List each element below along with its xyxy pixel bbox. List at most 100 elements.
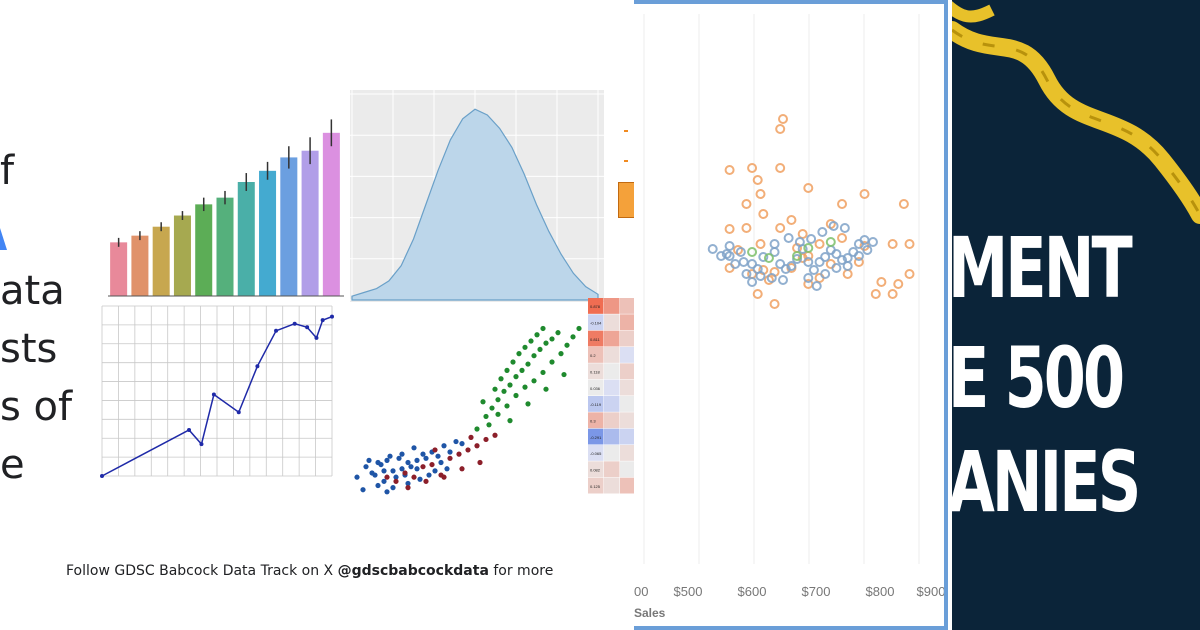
scatter-point [814, 257, 825, 267]
heatmap-cell [604, 396, 620, 412]
scatter-point [887, 289, 898, 299]
boxplot-whisker [624, 160, 628, 162]
scatter-point [477, 459, 483, 466]
scatter-point [417, 476, 423, 482]
scatter-point [426, 472, 432, 478]
scatter-point [399, 466, 405, 472]
scatter-point [747, 163, 758, 173]
line-point [187, 427, 192, 432]
heatmap-cell [588, 363, 604, 380]
scatter-point [555, 330, 561, 336]
x-tick-label: $700 [802, 584, 831, 599]
scatter-point [778, 114, 788, 124]
scatter-point [806, 234, 817, 244]
follow-caption: Follow GDSC Babcock Data Track on X @gds… [66, 563, 553, 579]
scatter-point [831, 249, 842, 259]
scatter-point [786, 215, 797, 225]
bar [216, 197, 234, 296]
heatmap-value: -0.119 [590, 402, 602, 407]
scatter-point [724, 224, 735, 234]
scatter-point [797, 229, 808, 239]
x-tick-label: $800 [866, 584, 895, 599]
scatter-point [507, 382, 513, 388]
bar [322, 132, 340, 296]
x-axis-label: Sales [634, 606, 666, 620]
scatter-point [747, 277, 758, 287]
heatmap-value: 0.2 [590, 353, 596, 358]
scatter-point [363, 464, 369, 470]
scatter-point [420, 451, 426, 457]
scatter-point [516, 351, 522, 357]
headline-fragment: ANIES [952, 433, 1141, 531]
sales-scatter-chart: 00 $500 $600 $700 $800 $900 Sales [634, 14, 944, 620]
scatter-point [402, 470, 408, 476]
scatter-point [867, 237, 878, 247]
scatter-point [390, 485, 396, 491]
heatmap-value: 0.3 [590, 418, 596, 423]
boxplot-box [618, 182, 636, 218]
correlation-heatmap: 0.878 -0.104 0.811 0.2 0.118 0.036 -0.119 0.3 -0… [588, 298, 636, 494]
scatter-point [549, 336, 555, 342]
text-fragment: e [0, 442, 25, 488]
scatter-point [456, 451, 462, 457]
scatter-point [444, 466, 450, 472]
scatter-point [411, 474, 417, 480]
scatter-point [513, 392, 519, 399]
heatmap-cell [604, 428, 620, 445]
boxplot-whisker [624, 130, 628, 132]
scatter-point [758, 209, 769, 219]
scatter-point [474, 426, 480, 432]
heatmap-value: 0.036 [590, 386, 601, 391]
scatter-point [396, 455, 402, 461]
heatmap-value: -0.291 [590, 435, 602, 440]
headline-panel: MENT E 500 ANIES [952, 0, 1200, 630]
x-tick-label: $600 [738, 584, 767, 599]
scatter-point [423, 455, 429, 461]
heatmap-value: 0.878 [590, 304, 601, 309]
scatter-point [405, 480, 411, 487]
heatmap-cell [620, 330, 636, 347]
bar [259, 170, 277, 296]
x-tick-label: $500 [674, 584, 703, 599]
scatter-point [360, 487, 366, 493]
scatter-point [803, 257, 814, 267]
scatter-point [561, 371, 567, 378]
scatter-point [441, 474, 447, 480]
scatter-point [441, 443, 447, 449]
scatter-point [803, 273, 814, 283]
heatmap-cell [588, 347, 604, 363]
heatmap-cell [620, 477, 636, 494]
heatmap-cell [620, 298, 636, 314]
scatter-point [459, 441, 465, 447]
heatmap-cell [620, 445, 636, 461]
line-series [101, 315, 333, 477]
scatter-point [752, 289, 763, 299]
scatter-point [495, 397, 501, 403]
scatter-point [904, 269, 915, 279]
scatter-point [775, 124, 786, 134]
scatter-point [510, 359, 516, 365]
scatter-point [468, 434, 474, 440]
text-fragment: ata [0, 268, 65, 314]
scatter-point [435, 453, 441, 459]
accent-triangle-icon [0, 228, 7, 250]
bar [237, 182, 255, 296]
scatter-point [803, 243, 814, 253]
heatmap-cell [588, 330, 604, 347]
scatter-point [747, 259, 758, 269]
boxplot-strip [604, 100, 636, 300]
scatter-point [576, 325, 582, 332]
heatmap-cell [588, 298, 604, 314]
line-point [199, 442, 204, 447]
scatter-point [420, 464, 426, 470]
scatter-point [755, 271, 766, 281]
heatmap-cell [620, 428, 636, 445]
scatter-point [432, 468, 438, 474]
scatter-point [814, 239, 825, 249]
scatter-point [794, 237, 805, 247]
scatter-point [769, 239, 780, 249]
scatter-point [387, 453, 393, 459]
headline-fragment: MENT [952, 219, 1133, 317]
line-point [314, 335, 319, 340]
scatter-point [414, 466, 420, 472]
